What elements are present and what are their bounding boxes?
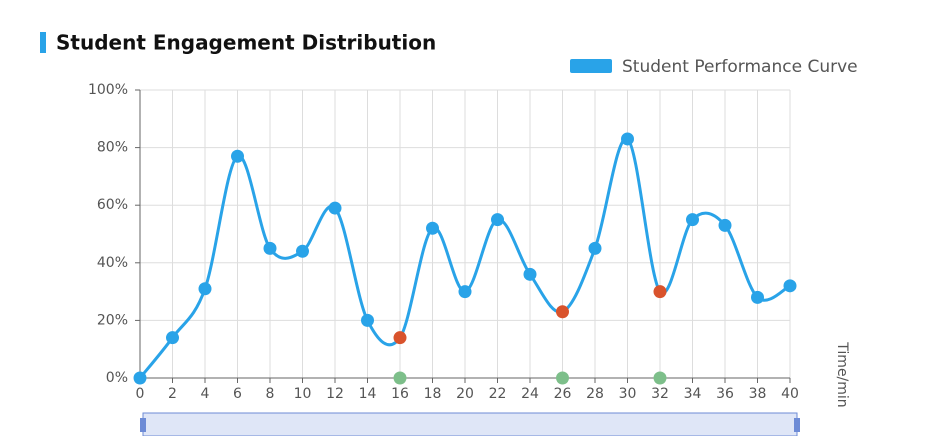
- point: [231, 149, 244, 163]
- x-tick-label: 20: [456, 386, 474, 402]
- point: [393, 331, 407, 345]
- legend-label: Student Performance Curve: [622, 57, 858, 77]
- x-tick-label: 40: [781, 386, 799, 402]
- point: [653, 285, 667, 299]
- x-tick-label: 34: [684, 386, 702, 402]
- zoom-handle[interactable]: [140, 418, 146, 432]
- x-tick-label: 4: [201, 386, 210, 402]
- x-axis-label: Time/min: [834, 341, 850, 407]
- x-tick-label: 8: [266, 386, 275, 402]
- point: [263, 241, 277, 255]
- axis-marker: [393, 371, 407, 385]
- chart-title: Student Engagement Distribution: [56, 31, 436, 55]
- x-tick-label: 22: [489, 386, 507, 402]
- x-tick-label: 0: [136, 386, 145, 402]
- y-tick-label: 60%: [97, 197, 128, 213]
- y-tick-label: 80%: [97, 140, 128, 156]
- point: [198, 282, 212, 296]
- x-tick-label: 24: [521, 386, 539, 402]
- axis-marker: [556, 371, 569, 385]
- zoom-handle[interactable]: [794, 418, 800, 432]
- x-tick-label: 30: [619, 386, 637, 402]
- point: [686, 213, 699, 227]
- x-tick-label: 32: [651, 386, 669, 402]
- x-tick-label: 26: [554, 386, 572, 402]
- y-tick-label: 20%: [97, 312, 128, 328]
- y-tick-label: 40%: [97, 255, 128, 271]
- point: [361, 313, 374, 327]
- y-tick-label: 100%: [88, 82, 128, 98]
- axis-marker: [653, 371, 667, 385]
- title-accent: [40, 32, 46, 53]
- point: [621, 132, 634, 146]
- point: [296, 244, 309, 258]
- point: [523, 267, 537, 281]
- x-tick-label: 36: [716, 386, 734, 402]
- point: [783, 279, 797, 293]
- point: [328, 201, 342, 215]
- x-tick-label: 6: [233, 386, 242, 402]
- x-tick-label: 12: [326, 386, 344, 402]
- y-tick-label: 0%: [106, 370, 128, 386]
- point: [718, 218, 732, 232]
- x-tick-label: 14: [359, 386, 377, 402]
- point: [133, 371, 147, 385]
- point: [166, 331, 179, 345]
- zoom-slider[interactable]: [140, 412, 800, 436]
- x-tick-label: 18: [424, 386, 442, 402]
- point: [751, 290, 764, 304]
- x-tick-label: 2: [168, 386, 177, 402]
- point: [491, 213, 504, 227]
- point: [426, 221, 439, 235]
- point: [458, 285, 472, 299]
- x-tick-label: 38: [749, 386, 767, 402]
- x-tick-label: 28: [586, 386, 604, 402]
- point: [556, 305, 569, 319]
- legend-swatch: [570, 59, 612, 73]
- zoom-track[interactable]: [142, 412, 798, 436]
- point: [588, 241, 602, 255]
- x-tick-label: 16: [391, 386, 409, 402]
- x-tick-label: 10: [294, 386, 312, 402]
